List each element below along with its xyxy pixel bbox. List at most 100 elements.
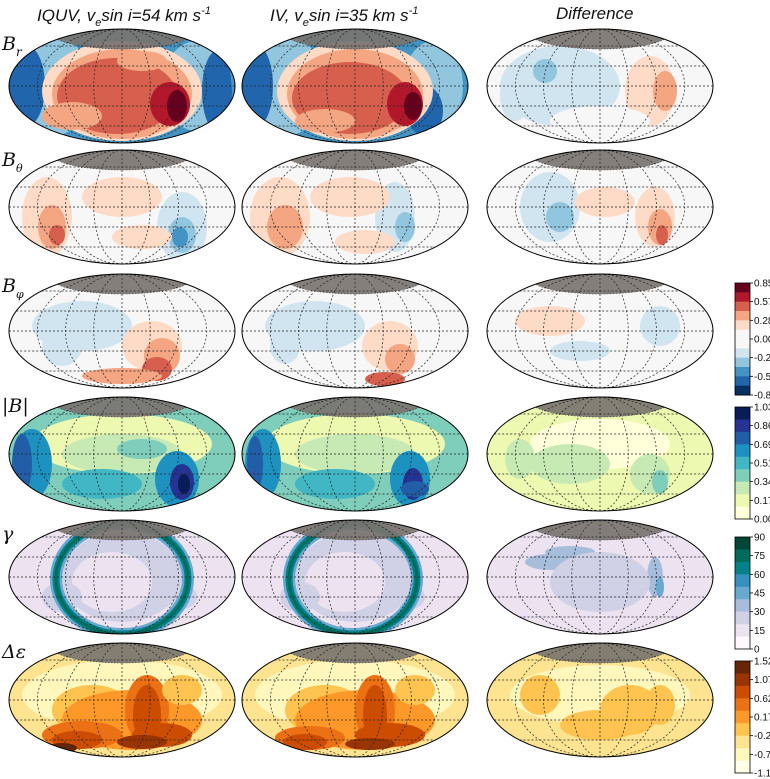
- meridian-line: [121, 274, 208, 388]
- column-titles: IQUV, vesin i=54 km s-1 IV, vesin i=35 k…: [37, 4, 633, 29]
- meridian-line: [354, 150, 384, 264]
- map-field-patch: [49, 225, 65, 245]
- map-field-patch: [520, 675, 560, 715]
- meridian-line: [121, 274, 151, 388]
- colorbar-tick-label: 0.17: [754, 713, 770, 724]
- colorbar-swatch: [735, 698, 750, 712]
- meridian-line: [65, 397, 123, 511]
- column-title-difference: Difference: [556, 4, 633, 23]
- map-bphi-difference: [487, 274, 713, 388]
- map-br-iv: [242, 29, 468, 143]
- colorbar-swatch: [735, 320, 750, 331]
- meridian-line: [571, 29, 601, 143]
- colorbar-swatch: [735, 444, 750, 458]
- colorbar-swatch: [735, 723, 750, 737]
- map-field-patch: [640, 306, 680, 346]
- meridian-line: [298, 397, 356, 511]
- colorbar-tick-label: -1.17: [754, 769, 770, 779]
- colorbar-bphi: 0.85 0.57 0.28 0.00 -0.28 -0.57 -0.85: [734, 279, 770, 402]
- meridian-line: [326, 520, 356, 634]
- colorbar-tick-label: 0.62: [754, 694, 770, 705]
- colorbar-swatch: [735, 537, 750, 550]
- colorbar-tick-label: 0.69: [754, 440, 770, 451]
- colorbar-swatch: [735, 329, 750, 340]
- meridian-line: [571, 397, 601, 511]
- row-label-babs: |B|: [2, 395, 29, 417]
- meridian-line: [599, 150, 686, 264]
- meridian-line: [599, 150, 657, 264]
- map-field-patch: [267, 205, 303, 249]
- map-field-patch: [305, 552, 385, 612]
- map-outline: [8, 519, 236, 635]
- map-outline: [486, 396, 714, 512]
- map-field-patch: [345, 738, 395, 750]
- meridian-line: [36, 397, 123, 511]
- meridian-line: [354, 150, 441, 264]
- meridian-line: [269, 520, 356, 634]
- colorbar-swatch: [735, 685, 750, 699]
- meridian-line: [36, 520, 123, 634]
- meridian-line: [599, 520, 686, 634]
- colorbar-babs: 1.03 0.86 0.69 0.51 0.34 0.17 0.00: [734, 403, 770, 526]
- meridian-line: [121, 643, 208, 757]
- meridian-line: [354, 274, 384, 388]
- map-field-patch: [295, 109, 355, 133]
- colorbar-tick-label: 0: [754, 645, 760, 656]
- map-outline: [241, 396, 469, 512]
- colorbar-swatch: [735, 311, 750, 321]
- colorbar-tick-label: -0.57: [754, 372, 770, 383]
- map-gamma-difference: [487, 520, 713, 634]
- meridian-line: [599, 29, 657, 143]
- colorbar-swatch: [735, 661, 750, 674]
- row-label-br: Br: [1, 33, 23, 59]
- row-label-bphi: Bφ: [1, 275, 24, 301]
- colorbar-swatch: [735, 760, 750, 774]
- column-title-iv: IV, vesin i=35 km s-1: [270, 5, 418, 29]
- colorbar-tick-label: -0.28: [754, 731, 770, 742]
- meridian-line: [354, 643, 384, 757]
- colorbar-tick-label: 1.03: [754, 403, 770, 414]
- meridian-line: [121, 150, 151, 264]
- meridian-line: [599, 397, 629, 511]
- map-field-patch: [172, 227, 188, 247]
- meridian-line: [269, 397, 356, 511]
- map-btheta-iv: [242, 150, 468, 264]
- map-field-patch: [295, 469, 375, 499]
- map-outline: [241, 28, 469, 144]
- map-field-patch: [12, 434, 32, 494]
- map-outline: [486, 149, 714, 265]
- meridian-line: [599, 643, 686, 757]
- meridian-line: [514, 520, 601, 634]
- meridian-line: [354, 520, 384, 634]
- meridian-line: [298, 520, 356, 634]
- map-babs-iv: [242, 397, 468, 511]
- map-field-patch: [117, 51, 167, 71]
- colorbar-swatch: [735, 301, 750, 312]
- meridian-line: [354, 150, 412, 264]
- colorbar-tick-label: 0.17: [754, 496, 770, 507]
- meridian-line: [121, 643, 179, 757]
- colorbar-tick-label: 0.51: [754, 459, 770, 470]
- meridian-line: [298, 29, 356, 143]
- meridian-line: [93, 29, 123, 143]
- map-outline: [8, 642, 236, 758]
- meridian-line: [121, 150, 208, 264]
- map-field-patch: [404, 92, 422, 120]
- colorbar-swatch: [735, 283, 750, 293]
- map-field-patch: [645, 685, 675, 725]
- colorbar-swatch: [735, 385, 750, 396]
- map-outline: [8, 273, 236, 389]
- meridian-line: [599, 29, 686, 143]
- meridian-line: [599, 274, 686, 388]
- map-btheta-difference: [487, 150, 713, 264]
- map-btheta-iquv: [9, 150, 235, 264]
- meridian-line: [65, 520, 123, 634]
- meridian-line: [93, 643, 123, 757]
- map-gamma-iv: [242, 520, 468, 634]
- map-field-patch: [270, 328, 300, 364]
- meridian-line: [121, 29, 208, 143]
- meridian-line: [354, 29, 384, 143]
- colorbars: 0.85 0.57 0.28 0.00 -0.28 -0.57 -0.851.03 0.86 0…: [734, 279, 770, 779]
- meridian-line: [65, 274, 123, 388]
- colorbar-swatch: [735, 494, 750, 508]
